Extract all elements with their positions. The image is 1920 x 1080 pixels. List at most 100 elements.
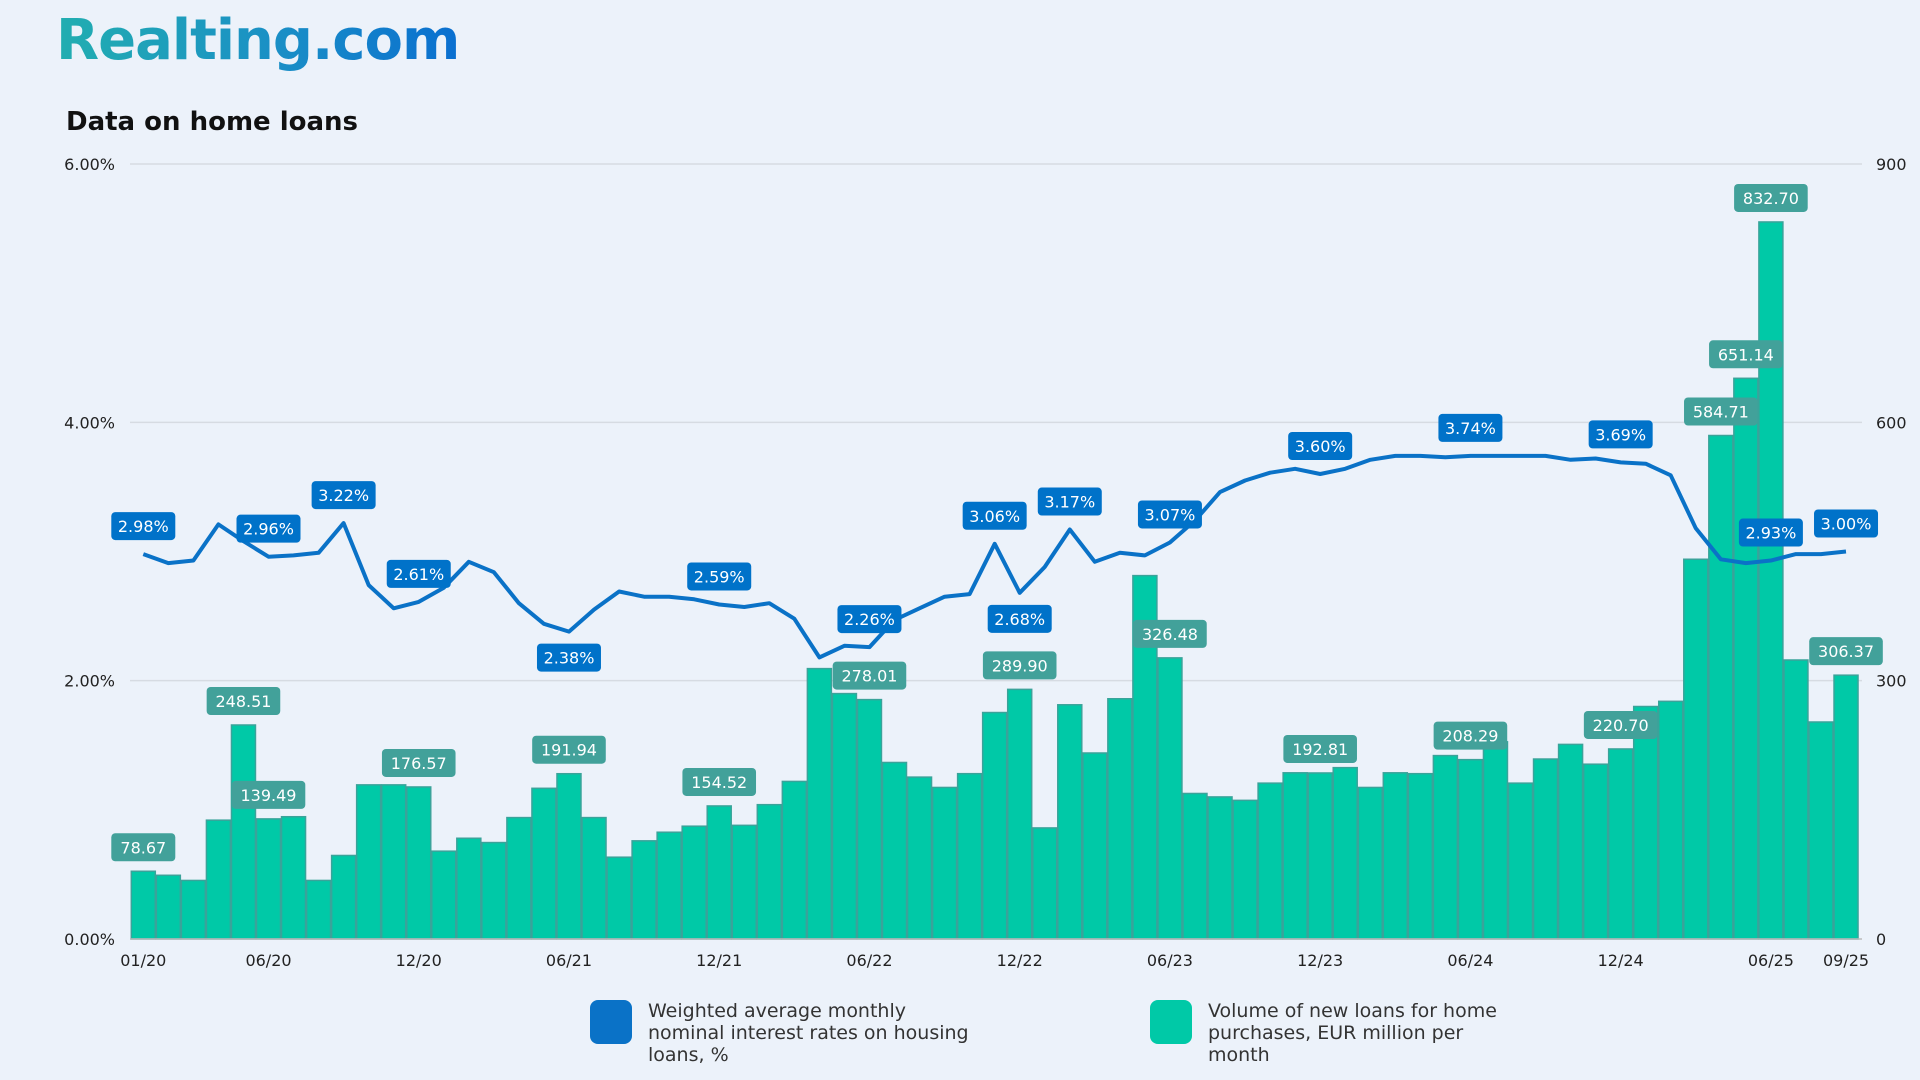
volume-bar bbox=[906, 776, 933, 940]
rate-data-label: 2.38% bbox=[544, 649, 595, 668]
volume-bar bbox=[856, 698, 883, 940]
x-axis-tick: 06/22 bbox=[846, 951, 892, 970]
volume-bar bbox=[1182, 792, 1208, 940]
x-axis-tick: 12/24 bbox=[1598, 951, 1644, 970]
rate-data-label-bg bbox=[687, 562, 752, 591]
rate-data-label: 2.59% bbox=[694, 567, 745, 586]
volume-data-label: 139.49 bbox=[241, 786, 297, 805]
left-axis-tick: 2.00% bbox=[64, 672, 115, 691]
volume-data-label: 248.51 bbox=[215, 692, 271, 711]
volume-bar bbox=[180, 879, 207, 940]
volume-data-label-bg bbox=[1433, 721, 1508, 750]
rate-data-label: 3.17% bbox=[1044, 493, 1095, 512]
volume-bar bbox=[1708, 434, 1734, 940]
rate-data-label-bg bbox=[236, 514, 301, 543]
volume-bar bbox=[556, 772, 582, 940]
x-axis-tick: 12/23 bbox=[1297, 951, 1343, 970]
volume-bar bbox=[1783, 659, 1809, 940]
volume-bar bbox=[1082, 752, 1108, 940]
volume-bar bbox=[1733, 377, 1759, 940]
rate-data-label-bg bbox=[1137, 500, 1202, 529]
rate-data-label: 3.22% bbox=[318, 486, 369, 505]
right-axis-tick: 300 bbox=[1876, 672, 1907, 691]
x-axis-tick: 12/22 bbox=[997, 951, 1043, 970]
volume-bar bbox=[1657, 700, 1684, 940]
volume-bar bbox=[1031, 827, 1058, 940]
volume-data-label: 154.52 bbox=[691, 773, 747, 792]
rate-data-label: 2.68% bbox=[994, 610, 1045, 629]
rate-data-label-bg bbox=[1738, 518, 1803, 547]
volume-bar bbox=[1482, 741, 1509, 940]
volume-bar bbox=[1207, 796, 1233, 940]
volume-data-label-bg bbox=[1283, 734, 1357, 763]
volume-data-label-bg bbox=[1583, 710, 1658, 739]
legend-item-rate: Weighted average monthly nominal interes… bbox=[590, 1000, 988, 1066]
x-axis-tick: 06/21 bbox=[546, 951, 592, 970]
volume-data-label: 832.70 bbox=[1743, 189, 1799, 208]
volume-data-label: 278.01 bbox=[841, 667, 897, 686]
volume-bar bbox=[230, 724, 257, 940]
volume-data-label-bg bbox=[1734, 183, 1808, 212]
volume-bar bbox=[380, 784, 407, 940]
rate-data-label-bg bbox=[311, 481, 376, 510]
volume-bar bbox=[1607, 748, 1634, 940]
volume-data-label: 191.94 bbox=[541, 741, 597, 760]
right-axis-tick: 900 bbox=[1876, 155, 1907, 174]
legend-item-volume: Volume of new loans for home purchases, … bbox=[1150, 1000, 1528, 1066]
volume-bar bbox=[481, 841, 507, 940]
volume-data-label: 220.70 bbox=[1593, 716, 1649, 735]
volume-data-label-bg bbox=[1809, 637, 1883, 666]
right-axis-tick: 0 bbox=[1876, 930, 1886, 949]
volume-bar bbox=[255, 818, 282, 940]
volume-bar bbox=[280, 815, 307, 940]
legend-swatch-rate bbox=[590, 1000, 632, 1044]
rate-data-label: 3.00% bbox=[1821, 515, 1872, 534]
volume-bar bbox=[1808, 721, 1834, 940]
volume-data-label: 78.67 bbox=[120, 838, 166, 857]
volume-bar bbox=[1382, 772, 1409, 940]
volume-bar bbox=[781, 780, 808, 940]
rate-data-label-bg bbox=[111, 512, 176, 541]
chart-title: Data on home loans bbox=[66, 107, 359, 137]
realting-logo: Realting.com bbox=[56, 8, 460, 73]
volume-bar bbox=[205, 819, 232, 940]
rate-data-label-bg bbox=[837, 605, 902, 634]
volume-bar bbox=[1532, 758, 1559, 940]
volume-bar bbox=[956, 772, 983, 940]
volume-bar bbox=[756, 803, 783, 940]
volume-bar bbox=[1107, 698, 1133, 940]
rate-data-label: 3.60% bbox=[1295, 437, 1346, 456]
volume-bar bbox=[731, 824, 758, 940]
volume-data-label: 584.71 bbox=[1693, 402, 1749, 421]
volume-bar bbox=[1833, 674, 1859, 940]
volume-bar bbox=[631, 840, 657, 940]
volume-data-label-bg bbox=[1133, 619, 1207, 648]
rate-data-label: 2.93% bbox=[1745, 524, 1796, 543]
volume-bar bbox=[1457, 758, 1484, 940]
rate-data-label: 2.61% bbox=[393, 565, 444, 584]
volume-bar bbox=[1157, 657, 1183, 940]
volume-data-label: 208.29 bbox=[1442, 727, 1498, 746]
rate-data-label: 3.69% bbox=[1595, 425, 1646, 444]
rate-data-label-bg bbox=[536, 643, 601, 672]
volume-bar bbox=[130, 870, 157, 940]
volume-bar bbox=[155, 874, 182, 940]
rate-data-label-bg bbox=[962, 501, 1027, 530]
x-axis-tick: 06/20 bbox=[245, 951, 291, 970]
volume-bar bbox=[1006, 688, 1033, 940]
rate-data-label: 2.26% bbox=[844, 610, 895, 629]
volume-bar bbox=[706, 805, 732, 940]
volume-bar bbox=[656, 831, 682, 940]
volume-data-label: 326.48 bbox=[1142, 625, 1198, 644]
rate-data-label-bg bbox=[1037, 487, 1102, 516]
volume-bar bbox=[1582, 763, 1609, 940]
volume-bar bbox=[1683, 558, 1709, 940]
volume-bar bbox=[1282, 772, 1308, 940]
volume-bar bbox=[931, 786, 958, 940]
rate-data-label-bg bbox=[1288, 432, 1353, 460]
volume-bar bbox=[681, 825, 707, 940]
volume-bar bbox=[330, 854, 357, 940]
volume-data-label-bg bbox=[682, 767, 757, 796]
volume-data-label-bg bbox=[111, 833, 176, 862]
